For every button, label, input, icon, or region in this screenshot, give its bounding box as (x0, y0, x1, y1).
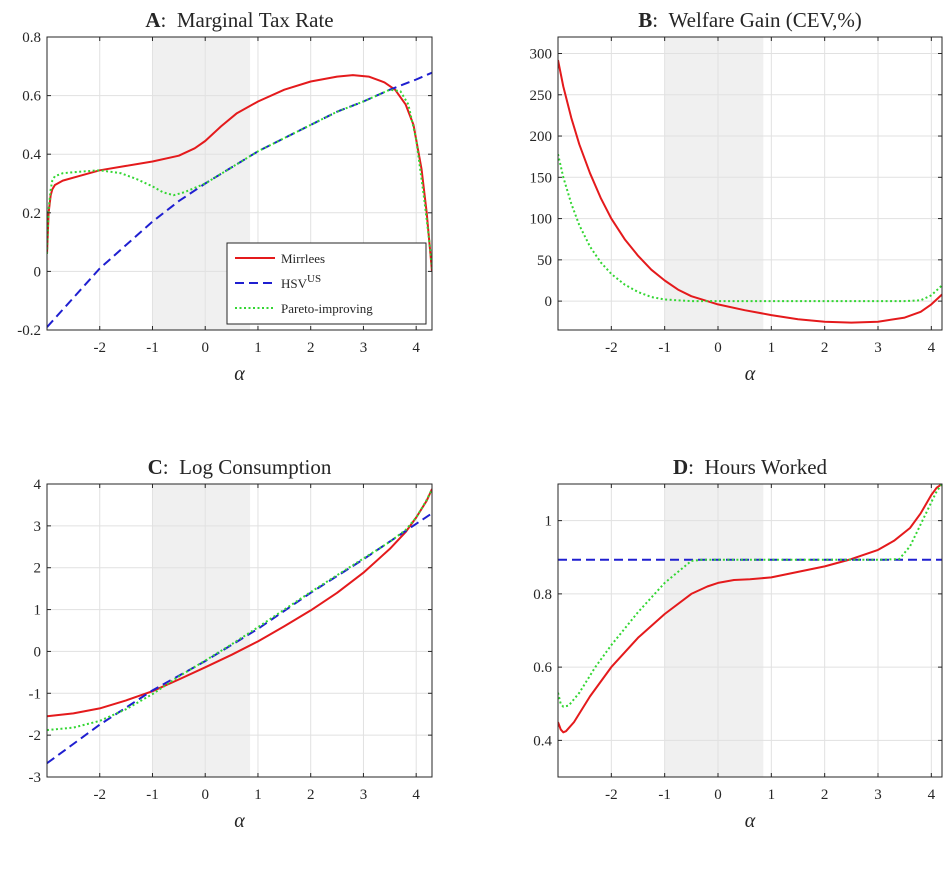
legend-box (226, 242, 427, 325)
x-tick-label: 2 (307, 340, 315, 356)
series-line-mirrlees (558, 59, 942, 324)
legend-label-superscript: US (307, 273, 321, 285)
y-tick-label: 0.8 (533, 587, 552, 603)
axes-box (557, 36, 943, 331)
y-tick-label: -1 (29, 686, 42, 702)
x-tick-label: 2 (307, 787, 315, 803)
y-tick-label: 150 (530, 170, 553, 186)
chart-title: A: Marginal Tax Rate (145, 8, 333, 32)
legend-label: Pareto-improving (281, 301, 373, 316)
y-tick-label: 0 (545, 294, 553, 310)
y-tick-label: 100 (530, 212, 553, 228)
legend-label: Mirrlees (281, 251, 325, 266)
series-line-pareto-improving (47, 88, 432, 269)
panel-B: -2 -1 0 1 2 3 4 0 50 100 150 200 250 300 B: Welfare Ga… (530, 8, 943, 385)
x-tick-label: -1 (146, 340, 159, 356)
x-tick-label: 1 (768, 787, 776, 803)
shaded-region (664, 484, 764, 777)
series-line-mirrlees (47, 74, 432, 272)
x-tick-label: 4 (412, 340, 420, 356)
y-tick-label: 200 (530, 129, 553, 145)
y-tick-label: 50 (537, 253, 552, 269)
x-tick-label: 2 (821, 787, 829, 803)
title-text: : Hours Worked (688, 455, 827, 479)
x-tick-label: -2 (93, 787, 106, 803)
y-tick-label: -0.2 (17, 323, 41, 339)
y-tick-label: 1 (545, 514, 553, 530)
shaded-region (664, 37, 764, 330)
series-line-pareto-improving (558, 484, 942, 708)
x-tick-label: -2 (605, 787, 618, 803)
x-tick-label: -2 (605, 340, 618, 356)
chart-title: D: Hours Worked (673, 455, 828, 479)
chart-title: B: Welfare Gain (CEV,%) (638, 8, 862, 32)
x-axis-label: α (234, 363, 245, 385)
series-line-pareto-improving (558, 153, 942, 303)
y-tick-label: 0 (34, 644, 42, 660)
panel-D: -2 -1 0 1 2 3 4 0.4 0.6 0.8 1 D: Hours Worked α (533, 455, 943, 832)
title-text: : Welfare Gain (CEV,%) (652, 8, 862, 32)
y-tick-label: 0.6 (22, 89, 41, 105)
y-tick-label: 3 (34, 519, 42, 535)
x-tick-label: -1 (146, 787, 159, 803)
axes-box (557, 483, 943, 778)
y-tick-label: -2 (29, 728, 42, 744)
y-tick-label: -3 (29, 770, 42, 786)
panel-C: -2 -1 0 1 2 3 4 -3 -2 -1 0 1 2 3 4 C: Log Consumption α (29, 455, 433, 832)
title-letter: D (673, 455, 688, 479)
title-letter: A (145, 8, 161, 32)
y-tick-label: 0.4 (533, 733, 552, 749)
series-line-mirrlees (558, 484, 942, 734)
x-tick-label: 0 (201, 787, 209, 803)
y-tick-label: 0.2 (22, 206, 41, 222)
x-tick-label: 4 (928, 787, 936, 803)
x-axis-label: α (745, 810, 756, 832)
y-tick-label: 0.8 (22, 30, 41, 46)
y-tick-label: 1 (34, 603, 42, 619)
axes-box (46, 483, 433, 778)
y-tick-label: 0 (34, 264, 42, 280)
y-tick-label: 0.4 (22, 147, 41, 163)
legend: Mirrlees HSVUS Pareto-improving (226, 242, 427, 325)
x-tick-label: 1 (254, 787, 262, 803)
title-text: : Log Consumption (163, 455, 332, 479)
title-letter: C (148, 455, 163, 479)
shaded-region (152, 484, 251, 777)
axes-box (46, 36, 433, 331)
series-line-mirrlees (47, 488, 432, 718)
x-tick-label: 1 (768, 340, 776, 356)
series-line-pareto-improving (47, 488, 432, 732)
y-tick-label: 2 (34, 561, 42, 577)
y-tick-label: 300 (530, 47, 553, 63)
chart-title: C: Log Consumption (148, 455, 332, 479)
x-tick-label: 3 (360, 340, 368, 356)
x-tick-label: 0 (714, 787, 722, 803)
title-text: : Marginal Tax Rate (161, 8, 334, 32)
x-tick-label: 4 (412, 787, 420, 803)
x-axis-label: α (234, 810, 245, 832)
legend-label: HSVUS (281, 273, 321, 291)
y-tick-label: 0.6 (533, 660, 552, 676)
x-tick-label: -2 (93, 340, 106, 356)
title-letter: B (638, 8, 652, 32)
x-tick-label: 0 (201, 340, 209, 356)
x-tick-label: -1 (658, 340, 671, 356)
x-tick-label: 2 (821, 340, 829, 356)
y-tick-label: 4 (34, 477, 42, 493)
x-tick-label: 0 (714, 340, 722, 356)
x-tick-label: 1 (254, 340, 262, 356)
panel-A: -2 -1 0 1 2 3 4 -0.2 0 0.2 0.4 0.6 0.8 A: Marginal Ta… (17, 8, 433, 385)
x-tick-label: 3 (874, 340, 882, 356)
x-tick-label: 3 (874, 787, 882, 803)
x-tick-label: 4 (928, 340, 936, 356)
x-tick-label: 3 (360, 787, 368, 803)
y-tick-label: 250 (530, 88, 553, 104)
x-axis-label: α (745, 363, 756, 385)
x-tick-label: -1 (658, 787, 671, 803)
